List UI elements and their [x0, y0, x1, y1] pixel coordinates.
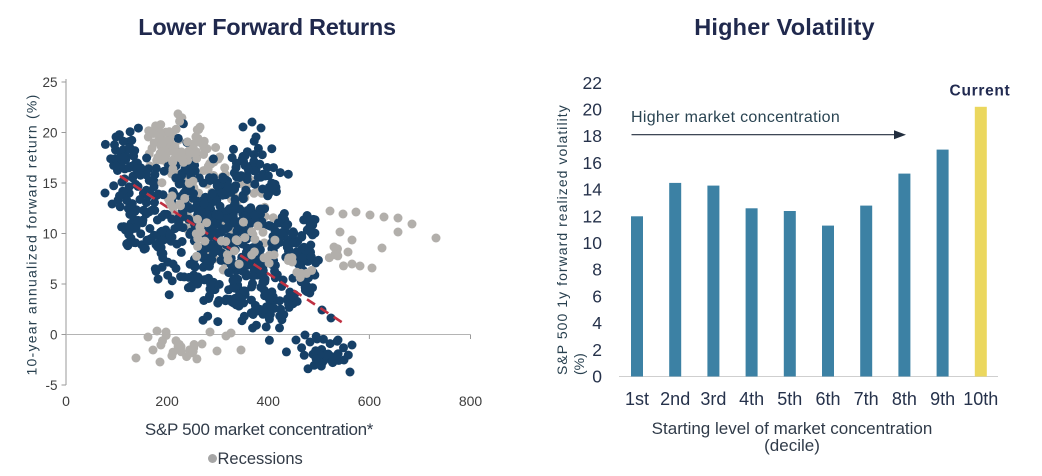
svg-text:4th: 4th [739, 389, 764, 409]
svg-text:14: 14 [583, 180, 603, 200]
svg-text:16: 16 [583, 153, 602, 173]
svg-text:S&P 500 1y forward realized vo: S&P 500 1y forward realized volatility [554, 104, 570, 375]
svg-text:200: 200 [155, 393, 179, 409]
svg-text:4: 4 [592, 313, 602, 333]
svg-text:S&P 500 market concentration*: S&P 500 market concentration* [145, 420, 374, 439]
svg-text:5th: 5th [777, 389, 802, 409]
svg-text:25: 25 [42, 75, 57, 90]
svg-text:2nd: 2nd [660, 389, 690, 409]
svg-text:2: 2 [592, 340, 602, 360]
svg-text:Starting level of market conce: Starting level of market concentration [652, 419, 933, 438]
svg-text:8th: 8th [892, 389, 917, 409]
svg-text:Higher market concentration: Higher market concentration [631, 109, 840, 126]
svg-text:1st: 1st [625, 389, 649, 409]
svg-text:10: 10 [42, 226, 57, 241]
svg-text:6th: 6th [815, 389, 840, 409]
svg-text:0: 0 [62, 393, 70, 409]
svg-text:Current: Current [950, 83, 1011, 100]
svg-text:Recessions: Recessions [218, 450, 303, 468]
svg-text:400: 400 [257, 393, 281, 409]
svg-text:15: 15 [42, 176, 57, 191]
svg-text:600: 600 [358, 393, 382, 409]
svg-text:22: 22 [583, 73, 602, 93]
svg-text:10th: 10th [963, 389, 998, 409]
svg-text:0: 0 [50, 327, 58, 342]
svg-text:9th: 9th [930, 389, 955, 409]
svg-text:5: 5 [50, 277, 58, 292]
svg-text:800: 800 [459, 393, 483, 409]
svg-text:(%): (%) [571, 353, 587, 375]
svg-text:18: 18 [583, 126, 602, 146]
svg-text:10-year annualized forward ret: 10-year annualized forward return (%) [24, 93, 40, 375]
svg-text:6: 6 [592, 286, 602, 306]
svg-text:7th: 7th [854, 389, 879, 409]
svg-text:(decile): (decile) [764, 436, 820, 455]
svg-text:-5: -5 [45, 378, 57, 393]
svg-text:20: 20 [583, 100, 603, 120]
svg-text:8: 8 [592, 260, 602, 280]
svg-text:10: 10 [583, 233, 603, 253]
svg-text:3rd: 3rd [700, 389, 726, 409]
svg-text:12: 12 [583, 206, 602, 226]
svg-text:0: 0 [592, 367, 602, 387]
svg-text:20: 20 [42, 125, 57, 140]
